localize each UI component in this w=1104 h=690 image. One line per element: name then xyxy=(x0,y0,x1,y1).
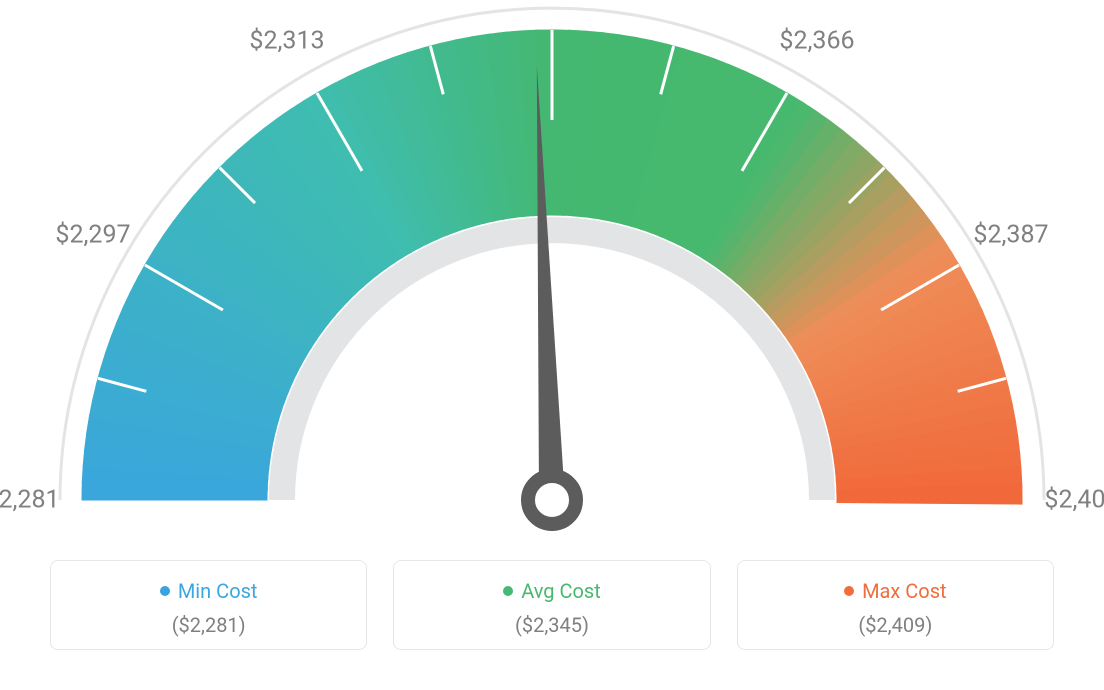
legend-title-max: Max Cost xyxy=(844,579,947,603)
legend-value: ($2,281) xyxy=(63,613,354,637)
legend-title-min: Min Cost xyxy=(160,579,258,603)
dot-icon xyxy=(503,586,513,596)
gauge-area: $2,281$2,297$2,313$2,345$2,366$2,387$2,4… xyxy=(0,0,1104,560)
legend-value: ($2,345) xyxy=(406,613,697,637)
legend-card-min: Min Cost ($2,281) xyxy=(50,560,367,650)
gauge-tick-label: $2,313 xyxy=(249,27,324,56)
gauge-svg xyxy=(0,0,1104,560)
legend-row: Min Cost ($2,281) Avg Cost ($2,345) Max … xyxy=(0,560,1104,650)
legend-card-avg: Avg Cost ($2,345) xyxy=(393,560,710,650)
legend-label: Avg Cost xyxy=(521,579,601,603)
legend-card-max: Max Cost ($2,409) xyxy=(737,560,1054,650)
legend-label: Min Cost xyxy=(178,579,258,603)
legend-value: ($2,409) xyxy=(750,613,1041,637)
gauge-tick-label: $2,281 xyxy=(0,486,60,515)
gauge-tick-label: $2,387 xyxy=(973,221,1048,250)
legend-label: Max Cost xyxy=(862,579,947,603)
dot-icon xyxy=(160,586,170,596)
gauge-tick-label: $2,366 xyxy=(779,27,854,56)
gauge-tick-label: $2,409 xyxy=(1044,486,1104,515)
cost-gauge-widget: $2,281$2,297$2,313$2,345$2,366$2,387$2,4… xyxy=(0,0,1104,690)
dot-icon xyxy=(844,586,854,596)
legend-title-avg: Avg Cost xyxy=(503,579,601,603)
gauge-tick-label: $2,297 xyxy=(55,221,130,250)
